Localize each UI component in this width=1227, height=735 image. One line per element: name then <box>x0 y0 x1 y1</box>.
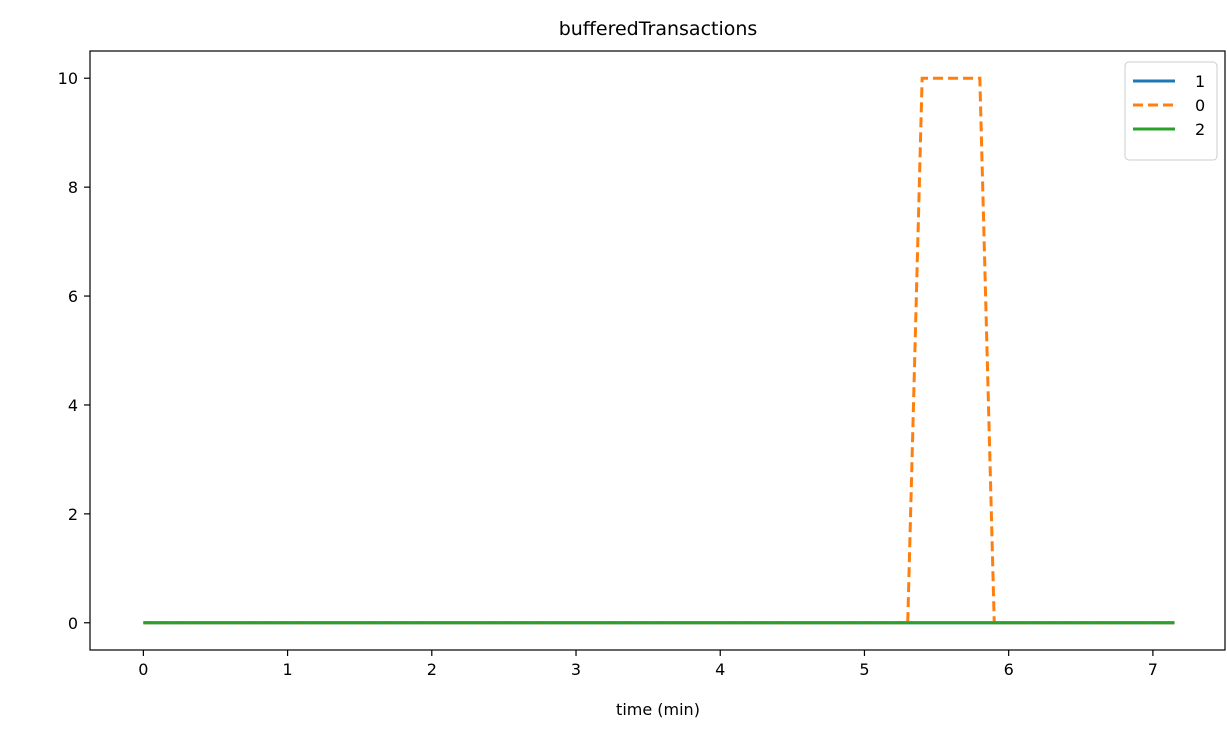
series-layer <box>143 76 1175 625</box>
chart-title: bufferedTransactions <box>559 18 758 40</box>
y-axis-ticks: 0 2 4 6 8 10 <box>58 69 90 633</box>
x-tick-label: 4 <box>715 660 725 679</box>
y-tick-label: 2 <box>68 505 78 524</box>
legend-label-1: 1 <box>1195 72 1205 91</box>
legend-box <box>1124 61 1218 161</box>
plot-frame <box>89 50 1226 651</box>
legend-label-2: 2 <box>1195 120 1205 139</box>
y-tick-label: 0 <box>68 614 78 633</box>
x-tick-label: 1 <box>282 660 292 679</box>
series-line-0 <box>143 76 1175 625</box>
x-tick-label: 0 <box>138 660 148 679</box>
y-tick-label: 4 <box>68 396 78 415</box>
y-tick-label: 10 <box>58 69 78 88</box>
y-tick-label: 8 <box>68 178 78 197</box>
legend: 1 0 2 <box>1124 61 1218 161</box>
x-tick-label: 2 <box>427 660 437 679</box>
x-tick-label: 5 <box>859 660 869 679</box>
x-tick-label: 7 <box>1148 660 1158 679</box>
x-axis-label: time (min) <box>616 700 700 719</box>
y-tick-label: 6 <box>68 287 78 306</box>
x-tick-label: 3 <box>571 660 581 679</box>
legend-label-0: 0 <box>1195 96 1205 115</box>
x-axis-ticks: 0 1 2 3 4 5 6 7 <box>138 650 1158 679</box>
x-tick-label: 6 <box>1004 660 1014 679</box>
